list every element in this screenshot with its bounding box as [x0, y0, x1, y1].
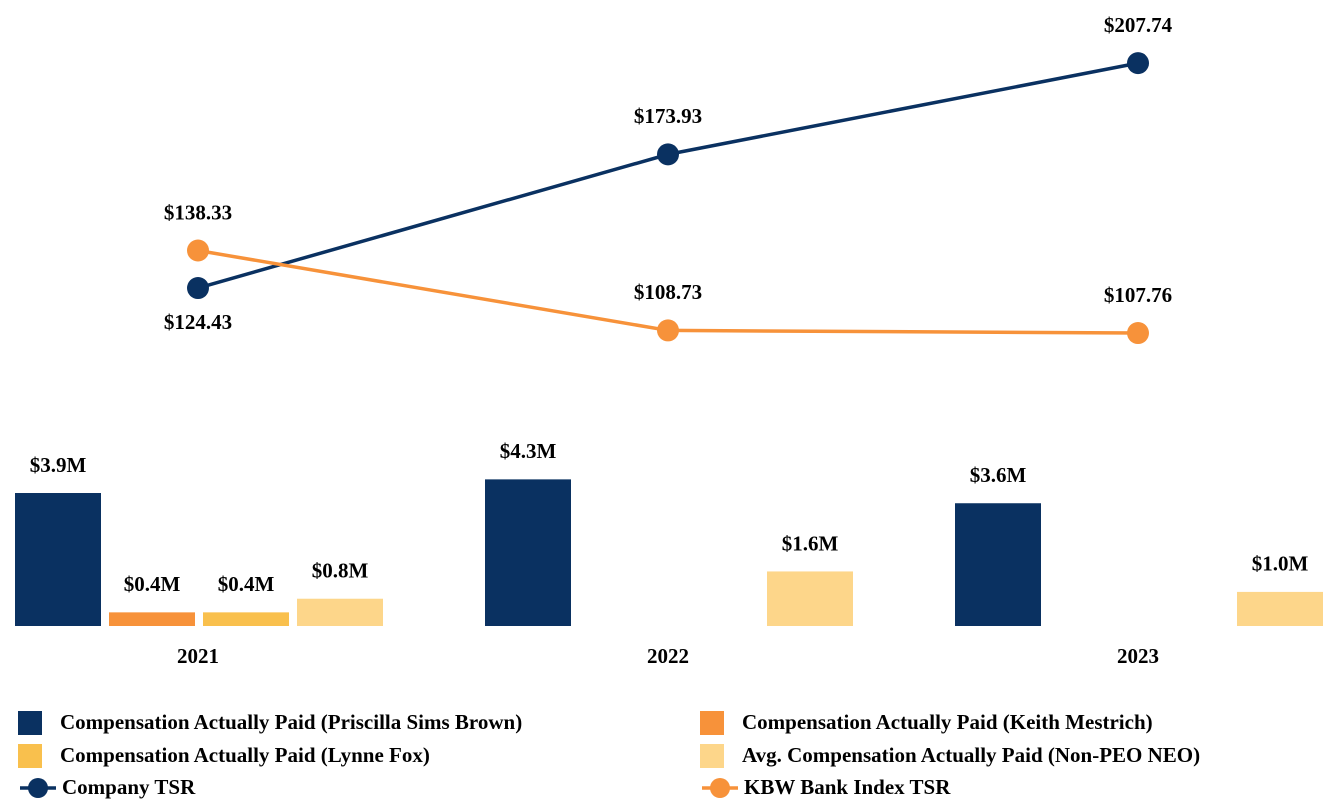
line-point	[657, 143, 679, 166]
x-tick-label: 2021	[177, 644, 219, 668]
legend-label: KBW Bank Index TSR	[744, 775, 951, 799]
x-tick-label: 2022	[647, 644, 689, 668]
line-point	[1127, 322, 1149, 345]
line-point	[1127, 52, 1149, 75]
legend-swatch	[700, 711, 724, 735]
legend-swatch	[18, 744, 42, 768]
data-label: $3.6M	[970, 463, 1027, 487]
bar	[109, 612, 195, 626]
bar	[1237, 591, 1323, 626]
bar	[203, 612, 289, 626]
data-label: $207.74	[1104, 13, 1173, 37]
data-label: $138.33	[164, 200, 232, 224]
line-point	[657, 319, 679, 342]
legend-label: Compensation Actually Paid (Priscilla Si…	[60, 710, 522, 734]
legend-label: Avg. Compensation Actually Paid (Non-PEO…	[742, 743, 1200, 767]
legend-swatch	[700, 744, 724, 768]
legend-label: Compensation Actually Paid (Keith Mestri…	[742, 710, 1153, 734]
data-label: $0.4M	[218, 572, 275, 596]
legend-swatch	[18, 711, 42, 735]
data-label: $173.93	[634, 104, 702, 128]
data-label: $107.76	[1104, 283, 1172, 307]
bar	[955, 503, 1041, 626]
x-tick-label: 2023	[1117, 644, 1159, 668]
data-label: $124.43	[164, 310, 232, 334]
data-label: $0.8M	[312, 559, 369, 583]
legend-marker	[710, 778, 730, 798]
data-label: $4.3M	[500, 439, 557, 463]
data-label: $3.9M	[30, 453, 87, 477]
bar	[485, 479, 571, 626]
line	[197, 61, 1139, 290]
data-label: $1.0M	[1252, 552, 1309, 576]
bar	[767, 571, 853, 626]
line-point	[187, 277, 209, 300]
bar	[15, 493, 101, 626]
line-point	[187, 239, 209, 262]
data-label: $1.6M	[782, 531, 839, 555]
legend-marker	[28, 778, 48, 798]
data-label: $108.73	[634, 280, 702, 304]
bar	[297, 598, 383, 626]
data-label: $0.4M	[124, 572, 181, 596]
legend-label: Company TSR	[62, 775, 196, 799]
legend-label: Compensation Actually Paid (Lynne Fox)	[60, 743, 430, 767]
